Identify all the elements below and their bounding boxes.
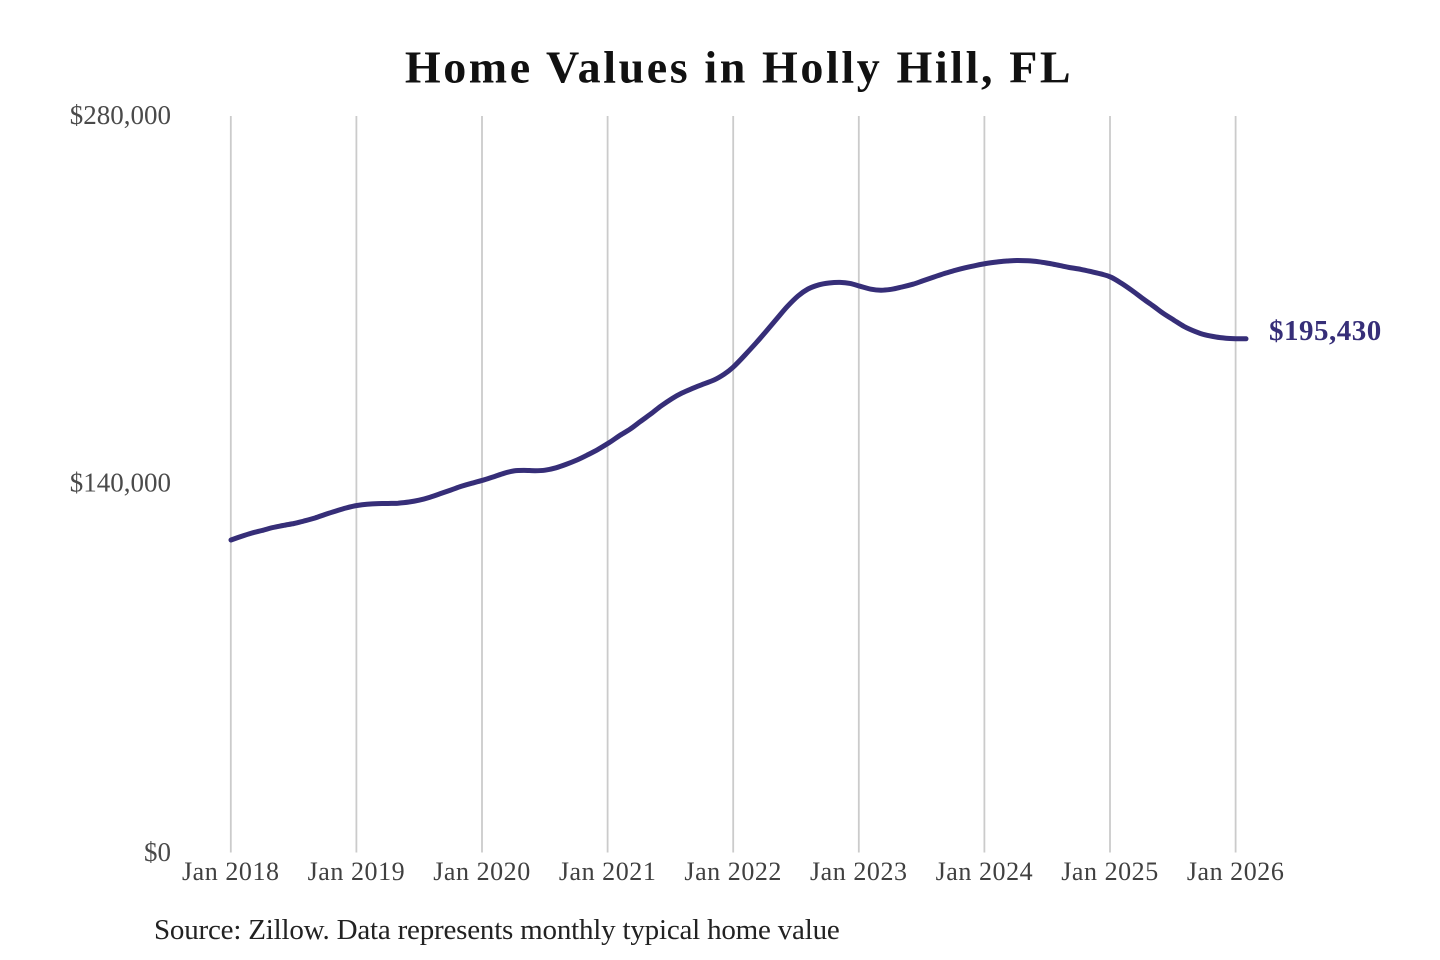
svg-text:Jan 2026: Jan 2026 [1187, 857, 1285, 886]
svg-text:Jan 2020: Jan 2020 [433, 857, 531, 886]
svg-text:Jan 2018: Jan 2018 [182, 857, 280, 886]
svg-text:Jan 2021: Jan 2021 [559, 857, 657, 886]
svg-text:$280,000: $280,000 [70, 100, 171, 130]
svg-text:Jan 2025: Jan 2025 [1061, 857, 1159, 886]
svg-text:Source: Zillow. Data represent: Source: Zillow. Data represents monthly … [154, 914, 840, 946]
svg-text:Jan 2022: Jan 2022 [684, 857, 782, 886]
svg-text:Jan 2019: Jan 2019 [308, 857, 406, 886]
svg-text:$195,430: $195,430 [1269, 315, 1382, 347]
svg-text:$0: $0 [144, 837, 171, 867]
svg-text:Home Values in Holly Hill, FL: Home Values in Holly Hill, FL [405, 42, 1073, 93]
svg-text:$140,000: $140,000 [70, 468, 171, 498]
svg-text:Jan 2023: Jan 2023 [810, 857, 908, 886]
svg-text:Jan 2024: Jan 2024 [936, 857, 1034, 886]
